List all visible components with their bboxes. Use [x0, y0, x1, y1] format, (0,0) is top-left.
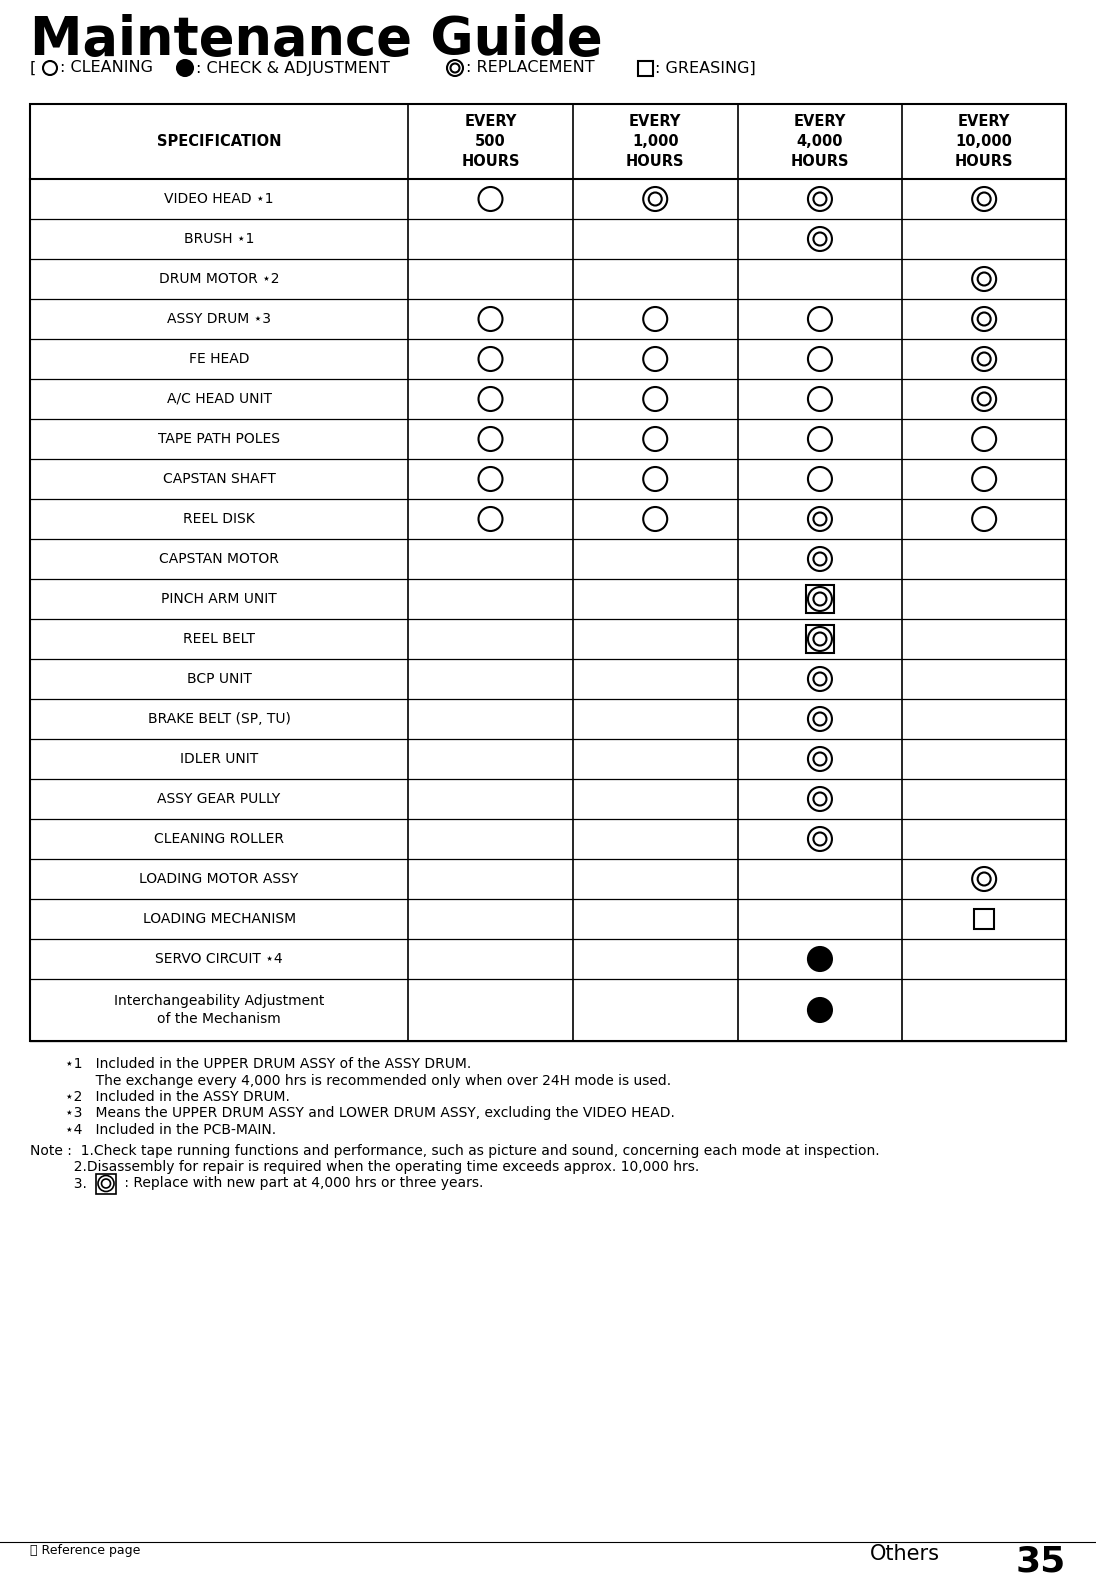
Text: SPECIFICATION: SPECIFICATION — [157, 134, 282, 150]
Text: BRUSH ⋆1: BRUSH ⋆1 — [184, 231, 254, 246]
Text: 35: 35 — [1016, 1544, 1066, 1574]
Text: BRAKE BELT (SP, TU): BRAKE BELT (SP, TU) — [148, 711, 290, 726]
Text: 2.Disassembly for repair is required when the operating time exceeds approx. 10,: 2.Disassembly for repair is required whe… — [30, 1160, 699, 1174]
Text: Note :  1.Check tape running functions and performance, such as picture and soun: Note : 1.Check tape running functions an… — [30, 1143, 880, 1157]
Text: : Replace with new part at 4,000 hrs or three years.: : Replace with new part at 4,000 hrs or … — [119, 1176, 483, 1190]
Text: EVERY
1,000
HOURS: EVERY 1,000 HOURS — [626, 115, 685, 168]
Circle shape — [808, 998, 832, 1022]
Text: IDLER UNIT: IDLER UNIT — [180, 752, 259, 767]
Text: ⋆3   Means the UPPER DRUM ASSY and LOWER DRUM ASSY, excluding the VIDEO HEAD.: ⋆3 Means the UPPER DRUM ASSY and LOWER D… — [65, 1107, 675, 1121]
Text: TAPE PATH POLES: TAPE PATH POLES — [158, 431, 281, 445]
Bar — [638, 60, 652, 76]
Text: CAPSTAN MOTOR: CAPSTAN MOTOR — [159, 552, 279, 567]
Text: CAPSTAN SHAFT: CAPSTAN SHAFT — [162, 472, 275, 486]
Text: : CLEANING: : CLEANING — [60, 60, 153, 76]
Text: BCP UNIT: BCP UNIT — [186, 672, 251, 686]
Text: ⋆1   Included in the UPPER DRUM ASSY of the ASSY DRUM.: ⋆1 Included in the UPPER DRUM ASSY of th… — [65, 1058, 471, 1070]
Text: PINCH ARM UNIT: PINCH ARM UNIT — [161, 592, 277, 606]
Text: DRUM MOTOR ⋆2: DRUM MOTOR ⋆2 — [159, 272, 279, 286]
Text: [: [ — [30, 60, 36, 76]
Text: VIDEO HEAD ⋆1: VIDEO HEAD ⋆1 — [164, 192, 274, 206]
Text: EVERY
500
HOURS: EVERY 500 HOURS — [461, 115, 520, 168]
Text: A/C HEAD UNIT: A/C HEAD UNIT — [167, 392, 272, 406]
Text: EVERY
4,000
HOURS: EVERY 4,000 HOURS — [790, 115, 849, 168]
Text: FE HEAD: FE HEAD — [189, 353, 249, 367]
Bar — [974, 910, 994, 929]
Text: ⋆4   Included in the PCB-MAIN.: ⋆4 Included in the PCB-MAIN. — [65, 1122, 276, 1136]
Text: ASSY DRUM ⋆3: ASSY DRUM ⋆3 — [167, 312, 271, 326]
Text: REEL BELT: REEL BELT — [183, 633, 255, 645]
Bar — [806, 586, 834, 612]
Bar — [96, 1174, 116, 1193]
Text: : REPLACEMENT: : REPLACEMENT — [466, 60, 595, 76]
Bar — [30, 104, 1066, 1040]
Text: EVERY
10,000
HOURS: EVERY 10,000 HOURS — [955, 115, 1014, 168]
Text: CLEANING ROLLER: CLEANING ROLLER — [155, 833, 284, 845]
Text: ⋆2   Included in the ASSY DRUM.: ⋆2 Included in the ASSY DRUM. — [65, 1091, 289, 1103]
Text: The exchange every 4,000 hrs is recommended only when over 24H mode is used.: The exchange every 4,000 hrs is recommen… — [65, 1073, 671, 1088]
Text: Interchangeability Adjustment
of the Mechanism: Interchangeability Adjustment of the Mec… — [114, 995, 324, 1026]
Text: LOADING MOTOR ASSY: LOADING MOTOR ASSY — [139, 872, 299, 886]
Text: : CHECK & ADJUSTMENT: : CHECK & ADJUSTMENT — [196, 60, 390, 76]
Text: ASSY GEAR PULLY: ASSY GEAR PULLY — [158, 792, 281, 806]
Text: SERVO CIRCUIT ⋆4: SERVO CIRCUIT ⋆4 — [156, 952, 283, 966]
Text: 📖 Reference page: 📖 Reference page — [30, 1544, 140, 1557]
Text: : GREASING]: : GREASING] — [655, 60, 756, 76]
Circle shape — [808, 948, 832, 971]
Text: Others: Others — [870, 1544, 940, 1565]
Text: 3.: 3. — [30, 1176, 87, 1190]
Bar — [806, 625, 834, 653]
Circle shape — [176, 60, 193, 76]
Text: Maintenance Guide: Maintenance Guide — [30, 14, 603, 66]
Text: LOADING MECHANISM: LOADING MECHANISM — [142, 911, 296, 926]
Text: REEL DISK: REEL DISK — [183, 512, 255, 526]
